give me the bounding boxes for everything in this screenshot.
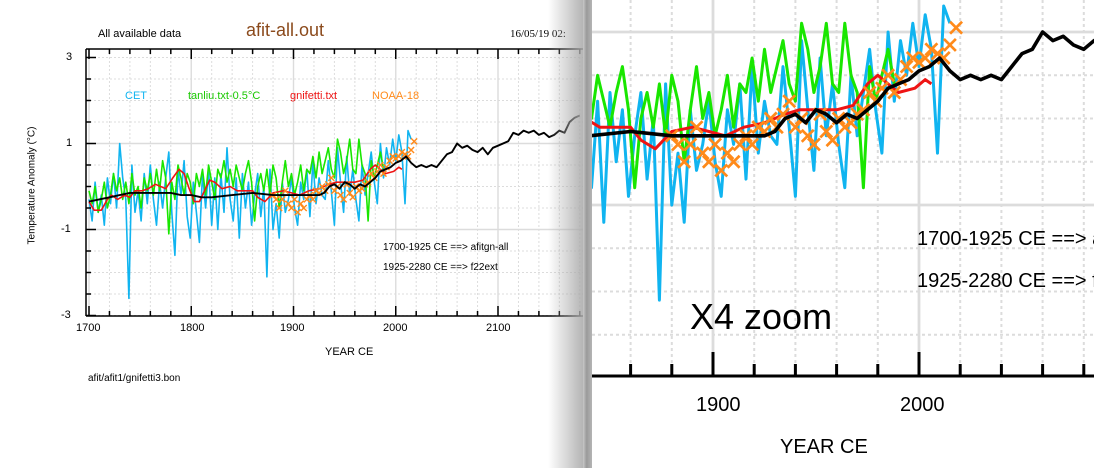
noaa-marker xyxy=(404,152,412,160)
noaa-marker xyxy=(819,124,834,139)
gnifetti-line xyxy=(592,73,933,151)
noaa-marker xyxy=(349,193,357,201)
y-axis-label: Temperature Anomaly (°C) xyxy=(26,126,38,245)
noaa-marker xyxy=(340,195,348,203)
noaa-marker xyxy=(942,38,957,52)
noaa-marker xyxy=(281,187,289,195)
cet-line xyxy=(88,129,412,300)
noaa-marker xyxy=(297,200,305,208)
zoom-x-axis-label: YEAR CE xyxy=(780,436,868,458)
noaa-marker xyxy=(782,94,797,109)
panel-shadow xyxy=(548,0,584,468)
footer-path: afit/afit1/gnifetti3.bon xyxy=(88,373,181,384)
y-tick-label: 3 xyxy=(66,51,73,63)
noaa-marker xyxy=(287,204,295,212)
noaa-marker xyxy=(303,195,311,203)
noaa-marker xyxy=(671,137,685,152)
zoom-x-tick-label: 2000 xyxy=(900,394,945,416)
noaa-marker xyxy=(327,174,335,182)
zoom-chart xyxy=(592,0,1094,378)
noaa-marker xyxy=(806,137,821,152)
noaa-marker xyxy=(763,111,778,126)
noaa-marker xyxy=(695,146,710,161)
noaa-marker xyxy=(407,146,415,154)
noaa-marker xyxy=(318,182,326,191)
noaa-marker xyxy=(677,154,692,169)
noaa-marker xyxy=(825,133,840,148)
noaa-marker xyxy=(278,195,286,203)
noaa-marker xyxy=(856,102,871,117)
noaa-marker xyxy=(294,208,302,216)
noaa-marker xyxy=(364,178,372,186)
zoom-label: X4 zoom xyxy=(690,296,833,337)
noaa-marker xyxy=(683,137,698,152)
noaa-marker xyxy=(862,85,877,100)
panel-divider[interactable] xyxy=(583,0,592,468)
zoom-x-tick-label: 1900 xyxy=(696,394,741,416)
legend-cet: CET xyxy=(125,90,147,102)
x-tick-label: 2100 xyxy=(486,322,511,334)
noaa-marker xyxy=(275,204,283,212)
noaa-marker xyxy=(701,154,716,169)
x-tick-label: 2000 xyxy=(383,322,408,334)
noaa-marker xyxy=(376,161,384,169)
y-tick-label: 1 xyxy=(66,137,73,149)
x-axis-label: YEAR CE xyxy=(325,346,374,358)
noaa-marker xyxy=(284,200,292,208)
full-chart xyxy=(85,48,584,317)
noaa-marker xyxy=(918,50,933,65)
zoom-annotation-2: 1925-2280 CE ==> f22ext xyxy=(917,270,1094,292)
tanliu-line xyxy=(592,21,896,190)
noaa-marker xyxy=(936,50,951,65)
legend-noaa: NOAA-18 xyxy=(372,90,420,102)
legend-gnifetti: gnifetti.txt xyxy=(290,90,338,102)
y-tick-label: -1 xyxy=(61,223,71,235)
x-tick-label: 1900 xyxy=(280,322,305,334)
annotation-2: 1925-2280 CE ==> f22ext xyxy=(383,262,498,273)
noaa-marker xyxy=(346,189,354,197)
x-tick-label: 1800 xyxy=(180,322,205,334)
zoom-annotation-1: 1700-1925 CE ==> afitgn-all xyxy=(917,228,1094,250)
full-chart-panel: All available data afit-all.out 16/05/19… xyxy=(26,0,592,468)
x-tick-label: 1700 xyxy=(76,322,101,334)
fit-line xyxy=(88,114,581,203)
tanliu-line xyxy=(88,138,385,235)
noaa-marker xyxy=(291,195,299,203)
noaa-marker xyxy=(788,120,803,135)
noaa-marker xyxy=(732,137,747,152)
noaa-marker xyxy=(386,157,394,165)
noaa-marker xyxy=(745,137,760,152)
noaa-marker xyxy=(714,163,729,178)
noaa-marker xyxy=(949,20,964,35)
legend-tanliu: tanliu.txt-0.5°C xyxy=(188,90,261,102)
y-tick-label: -3 xyxy=(61,309,71,321)
noaa-marker xyxy=(272,195,280,203)
noaa-marker xyxy=(689,120,704,135)
fit-line xyxy=(592,30,1094,138)
noaa-marker xyxy=(899,59,914,74)
noaa-marker xyxy=(708,137,723,152)
noaa-marker xyxy=(800,128,815,143)
noaa-marker xyxy=(309,195,317,203)
noaa-marker xyxy=(300,204,308,212)
zoom-panel: 1700-1925 CE ==> afitgn-all 1925-2280 CE… xyxy=(592,0,1094,468)
subtitle: All available data xyxy=(98,28,182,40)
noaa-marker xyxy=(726,154,741,169)
chart-title: afit-all.out xyxy=(246,20,325,40)
noaa-marker xyxy=(720,146,735,161)
annotation-1: 1700-1925 CE ==> afitgn-all xyxy=(383,242,509,253)
noaa-marker xyxy=(395,152,403,160)
noaa-marker xyxy=(337,191,345,199)
noaa-marker xyxy=(410,137,418,145)
noaa-marker xyxy=(881,68,896,83)
noaa-marker xyxy=(330,187,338,195)
noaa-marker xyxy=(367,170,375,178)
cet-line xyxy=(592,4,952,302)
